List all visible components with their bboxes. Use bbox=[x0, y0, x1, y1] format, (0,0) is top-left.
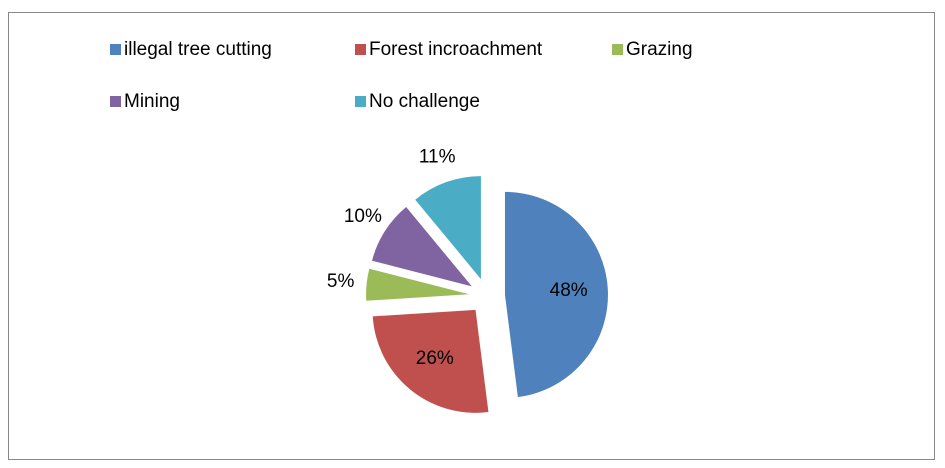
pie-slice bbox=[372, 309, 489, 413]
legend-label: Grazing bbox=[626, 39, 693, 60]
legend-label: Forest incroachment bbox=[369, 39, 543, 60]
legend-swatch bbox=[355, 96, 366, 107]
legend-label: Mining bbox=[124, 91, 180, 112]
legend-swatch bbox=[355, 44, 366, 55]
data-label: 11% bbox=[419, 147, 456, 168]
legend-swatch bbox=[110, 44, 121, 55]
pie-slice bbox=[366, 268, 470, 301]
data-label: 48% bbox=[550, 280, 588, 301]
legend-label: No challenge bbox=[369, 91, 480, 112]
pie-slice bbox=[415, 176, 481, 280]
legend-swatch bbox=[612, 44, 623, 55]
legend-swatch bbox=[110, 96, 121, 107]
legend-label: illegal tree cutting bbox=[124, 39, 272, 60]
data-label: 26% bbox=[416, 348, 454, 369]
data-label: 5% bbox=[327, 271, 355, 292]
data-label: 10% bbox=[344, 206, 382, 227]
pie-slice bbox=[504, 191, 608, 398]
pie-slice bbox=[372, 206, 472, 287]
